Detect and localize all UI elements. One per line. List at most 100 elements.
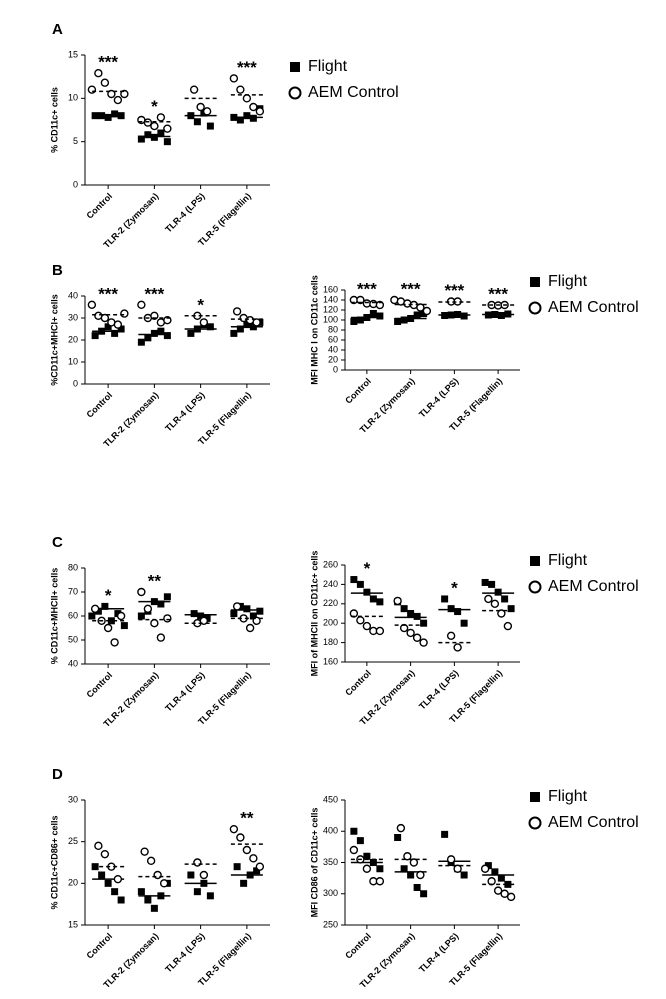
legend-label: Flight <box>548 273 588 290</box>
data-point <box>460 312 468 320</box>
x-tick-label: TLR-4 (LPS) <box>163 390 206 433</box>
x-tick-label: Control <box>85 390 115 420</box>
data-point <box>107 617 115 625</box>
data-point <box>243 112 251 120</box>
data-point <box>419 638 428 647</box>
data-point <box>400 865 408 873</box>
y-tick-label: 20 <box>68 878 78 888</box>
y-tick-label: 15 <box>68 919 78 929</box>
data-point <box>363 588 371 596</box>
data-point <box>236 85 245 94</box>
significance: *** <box>444 281 464 300</box>
data-point <box>159 879 169 888</box>
data-point <box>156 113 166 122</box>
y-axis-label: %CD11c+MHCI+ cells <box>49 294 59 386</box>
data-point <box>356 316 364 324</box>
x-tick-label: TLR-4 (LPS) <box>163 191 206 234</box>
y-tick-label: 10 <box>68 356 78 366</box>
x-tick-label: TLR-4 (LPS) <box>163 670 206 713</box>
y-tick-label: 0 <box>73 378 78 388</box>
data-point <box>91 332 99 340</box>
data-point <box>144 131 152 139</box>
y-tick-label: 30 <box>68 794 78 804</box>
y-tick-label: 0 <box>333 364 338 374</box>
x-tick-label: Control <box>85 931 115 961</box>
panel-label: C <box>52 534 63 551</box>
significance: *** <box>144 284 164 303</box>
y-tick-label: 350 <box>323 857 338 867</box>
data-point <box>143 604 153 613</box>
legend-marker <box>528 301 542 315</box>
data-point <box>163 332 171 340</box>
data-point <box>488 580 496 588</box>
y-tick-label: 40 <box>328 344 338 354</box>
legend-marker <box>528 580 542 594</box>
data-point <box>137 888 145 896</box>
data-point <box>252 318 261 327</box>
panel-label: A <box>52 21 63 38</box>
data-point <box>206 323 214 331</box>
data-point <box>202 107 212 116</box>
x-tick-label: Control <box>343 376 373 406</box>
data-point <box>236 116 244 124</box>
y-tick-label: 120 <box>323 304 338 314</box>
significance: * <box>364 559 371 578</box>
data-point <box>94 841 103 851</box>
y-tick-label: 220 <box>323 598 338 608</box>
data-point <box>376 312 384 320</box>
data-point <box>90 604 100 613</box>
y-tick-label: 40 <box>68 290 78 300</box>
data-point <box>163 124 172 133</box>
data-point <box>111 329 119 337</box>
data-point <box>240 879 248 887</box>
data-point <box>441 830 449 838</box>
data-point <box>137 612 145 620</box>
data-point <box>150 121 159 131</box>
data-point <box>150 904 158 912</box>
y-tick-label: 30 <box>68 312 78 322</box>
data-point <box>193 888 201 896</box>
data-point <box>236 325 244 333</box>
data-point <box>150 133 158 141</box>
data-point <box>394 834 402 841</box>
data-point <box>376 865 384 873</box>
data-point <box>245 623 255 633</box>
data-point <box>230 610 238 618</box>
data-point <box>413 884 421 891</box>
data-point <box>104 323 112 331</box>
data-point <box>349 845 359 855</box>
data-point <box>150 329 158 337</box>
data-point <box>400 605 408 613</box>
significance: * <box>151 97 158 116</box>
y-tick-label: 60 <box>328 334 338 344</box>
data-point <box>460 619 468 627</box>
data-point <box>143 118 153 127</box>
data-point <box>199 870 209 880</box>
data-point <box>156 633 166 642</box>
data-point <box>356 837 364 845</box>
legend-marker <box>530 277 540 287</box>
y-tick-label: 180 <box>323 637 338 647</box>
data-point <box>232 602 242 611</box>
y-tick-label: 70 <box>68 586 78 596</box>
data-point <box>396 823 406 833</box>
y-axis-label: % CD11c+MHCII+ cells <box>49 568 59 665</box>
significance: ** <box>148 571 162 590</box>
data-point <box>481 578 489 586</box>
significance: * <box>105 586 112 605</box>
x-tick-label: TLR-4 (LPS) <box>417 931 460 974</box>
data-point <box>350 318 358 325</box>
y-tick-label: 40 <box>68 658 78 668</box>
data-point <box>416 303 425 312</box>
data-point <box>480 864 490 873</box>
data-point <box>356 616 365 625</box>
data-point <box>255 862 265 871</box>
data-point <box>409 858 419 867</box>
data-point <box>454 608 462 616</box>
data-point <box>350 576 358 584</box>
x-tick-label: TLR-4 (LPS) <box>417 376 460 419</box>
data-point <box>406 628 415 638</box>
y-tick-label: 100 <box>323 314 338 324</box>
y-tick-label: 15 <box>68 49 78 59</box>
data-point <box>187 871 195 879</box>
